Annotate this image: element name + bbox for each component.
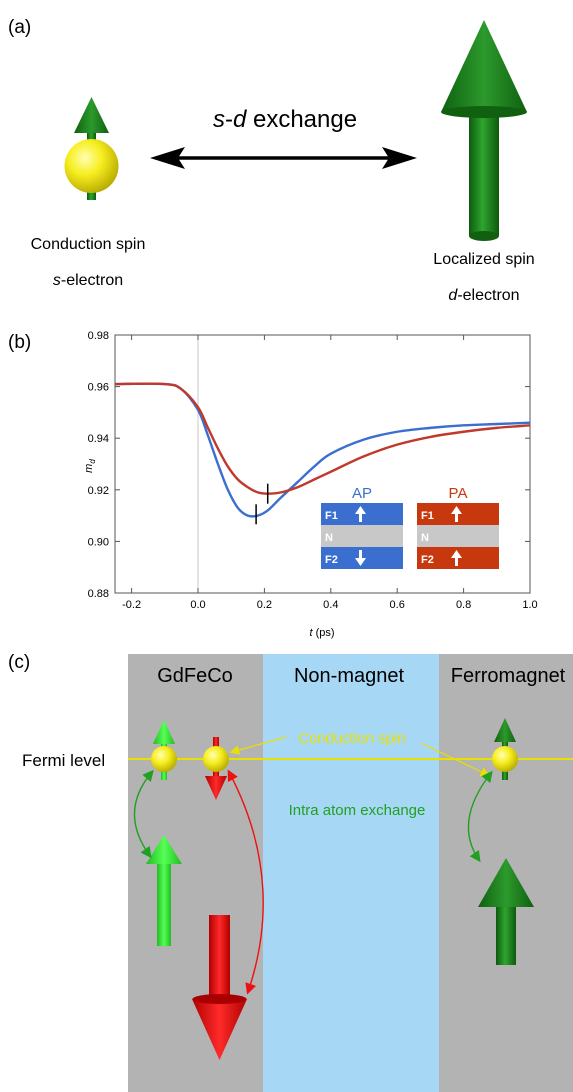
gdfeco-localized-spin-down-icon: [192, 915, 247, 1060]
gdfeco-title: GdFeCo: [157, 665, 233, 687]
pa-n-layer: [417, 525, 499, 547]
ferromagnet-exchange-arrow: [467, 770, 493, 863]
conduction-spin-caption: Conduction spin: [298, 730, 406, 747]
pa-up-arrow-icon: [451, 506, 462, 522]
series-line-pa: [114, 382, 531, 495]
x-axis-ticks: -0.2 0.0 0.2 0.4 0.6 0.8 1.0: [122, 335, 538, 611]
panel-c-label: (c): [8, 652, 30, 673]
pa-f1-label: F1: [421, 510, 434, 522]
ap-stack: F1 N F2: [321, 503, 403, 569]
x-tick-label: -0.2: [122, 599, 141, 611]
inset-stack-legend: AP PA F1 N F2: [321, 485, 499, 569]
ferromagnet-conduction-spin-icon: [492, 718, 518, 780]
intra-atom-caption: Intra atom exchange: [289, 802, 426, 819]
exchange-label: s-d exchange: [213, 106, 357, 133]
gdfeco-green-exchange-arrow: [133, 769, 154, 859]
y-tick-label: 0.94: [88, 433, 109, 445]
panel-b-label: (b): [8, 332, 31, 353]
panel-a: (a) s-d exchange Conduction spin s-elect…: [8, 17, 535, 304]
gdfeco-conduction-spin-down-icon: [203, 737, 229, 800]
x-tick-label: 0.6: [390, 599, 405, 611]
pa-stack: F1 N F2: [417, 503, 499, 569]
ferromagnet-title: Ferromagnet: [451, 665, 566, 687]
conduction-pointer-left: [229, 736, 287, 755]
s-electron-label: s-electron: [53, 272, 123, 289]
y-tick-label: 0.98: [88, 330, 109, 342]
x-tick-label: 1.0: [522, 599, 537, 611]
y-tick-label: 0.96: [88, 382, 109, 394]
localized-spin-icon: [441, 20, 527, 241]
conduction-spin-label: Conduction spin: [31, 236, 146, 253]
x-tick-label: 0.4: [323, 599, 338, 611]
minimum-markers: [255, 483, 269, 525]
conduction-spin-icon: [64, 97, 119, 200]
ap-n-label: N: [325, 532, 333, 544]
y-axis-ticks: 0.88 0.90 0.92 0.94 0.96 0.98: [88, 330, 530, 600]
d-electron-label: d-electron: [448, 287, 519, 304]
nonmagnet-layer: [263, 654, 439, 1092]
y-tick-label: 0.88: [88, 588, 109, 600]
panel-a-label: (a): [8, 17, 31, 38]
localized-spin-label: Localized spin: [433, 251, 534, 268]
plot-frame: [114, 334, 531, 594]
pa-f2-label: F2: [421, 554, 434, 566]
series-line-ap: [114, 382, 531, 518]
panel-b: (b) -0.2 0.0 0.2 0.4 0.6 0.8 1.0 0.880.900.920…: [8, 330, 538, 639]
ap-n-layer: [321, 525, 403, 547]
ap-down-arrow-icon: [355, 550, 366, 566]
ap-up-arrow-icon: [355, 506, 366, 522]
pa-n-label: N: [421, 532, 429, 544]
gdfeco-layer: [128, 654, 263, 1092]
ap-title: AP: [352, 485, 372, 502]
x-tick-label: 0.2: [257, 599, 272, 611]
nonmagnet-title: Non-magnet: [294, 665, 405, 687]
series-lines: [114, 382, 531, 518]
x-tick-label: 0.8: [456, 599, 471, 611]
pa-title: PA: [449, 485, 468, 502]
panel-c: (c) GdFeCo Non-magnet Ferromagnet Fermi …: [8, 652, 573, 1092]
y-tick-label: 0.90: [88, 536, 109, 548]
ap-f2-label: F2: [325, 554, 338, 566]
x-axis-label: t (ps): [309, 627, 334, 639]
exchange-arrowhead-right: [382, 147, 417, 169]
y-tick-label: 0.92: [88, 485, 109, 497]
ferromagnet-localized-spin-icon: [478, 858, 534, 965]
y-axis-label: md: [83, 459, 97, 473]
x-tick-label: 0.0: [190, 599, 205, 611]
gdfeco-localized-spin-up-icon: [146, 835, 182, 946]
gdfeco-conduction-spin-up-icon: [151, 720, 177, 780]
pa-up-arrow-2-icon: [451, 550, 462, 566]
exchange-arrowhead-left: [150, 147, 185, 169]
conduction-pointer-right: [420, 742, 491, 777]
gdfeco-red-exchange-arrow: [227, 769, 264, 995]
ap-f1-label: F1: [325, 510, 338, 522]
fermi-level-label: Fermi level: [22, 751, 105, 770]
md-vs-time-chart: -0.2 0.0 0.2 0.4 0.6 0.8 1.0 0.880.900.920.940…: [83, 330, 538, 639]
